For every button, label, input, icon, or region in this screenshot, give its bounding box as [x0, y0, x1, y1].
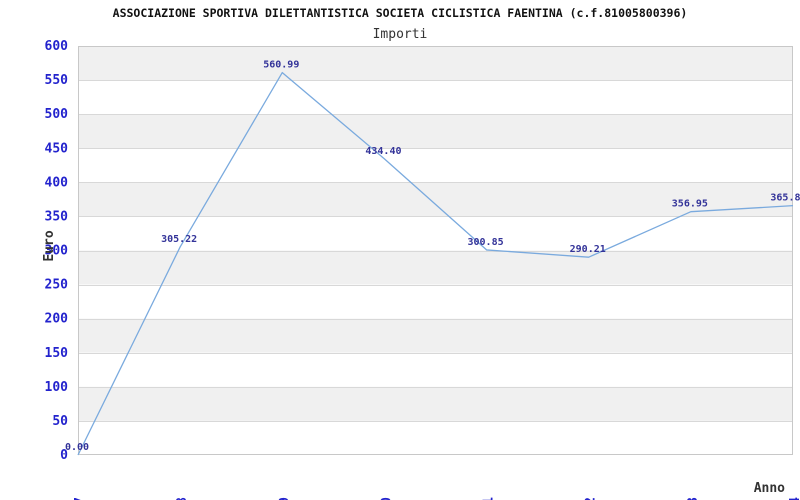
data-label: 290.21	[570, 244, 606, 255]
y-tick-label: 550	[45, 73, 69, 88]
data-label: 300.85	[468, 237, 504, 248]
plot-band	[78, 114, 793, 149]
x-tick-label: 2021	[482, 497, 497, 500]
y-tick-label: 350	[45, 209, 69, 224]
plot-band	[78, 284, 793, 319]
series-line	[77, 71, 794, 456]
plot-band	[78, 216, 793, 251]
y-tick-label: 250	[45, 278, 69, 293]
data-label: 305.22	[161, 234, 197, 245]
x-tick-label: 2023	[686, 497, 701, 500]
plot-band	[78, 148, 793, 183]
chart-subtitle: Importi	[372, 27, 428, 42]
y-tick-label: 100	[45, 380, 69, 395]
y-tick-label: 600	[45, 39, 69, 54]
plot-band	[78, 250, 793, 285]
y-tick-label: 400	[45, 175, 69, 190]
y-tick-label: 50	[52, 414, 68, 429]
plot-band	[78, 80, 793, 115]
chart-title: ASSOCIAZIONE SPORTIVA DILETTANTISTICA SO…	[112, 6, 688, 20]
y-tick-label: 450	[45, 141, 69, 156]
x-axis-title: Anno	[754, 481, 785, 496]
x-tick-label: 2024	[788, 497, 800, 500]
x-tick-label: 2019	[277, 497, 292, 500]
plot-band	[78, 386, 793, 421]
data-label: 365.8	[770, 193, 800, 204]
y-axis-title: Euro	[42, 230, 57, 261]
x-tick-label: 2022	[584, 497, 599, 500]
plot-band	[78, 420, 793, 455]
plot-border	[78, 46, 793, 455]
plot-band	[78, 46, 793, 81]
y-tick-label: 300	[45, 244, 69, 259]
plot-band	[78, 182, 793, 217]
data-label: 0.00	[65, 442, 89, 453]
data-label: 560.99	[263, 60, 299, 71]
x-tick-label: 2017	[73, 497, 88, 500]
y-tick-label: 0	[60, 448, 68, 463]
y-tick-label: 200	[45, 312, 69, 327]
y-tick-label: 500	[45, 107, 69, 122]
x-tick-label: 2020	[379, 497, 394, 500]
plot-band	[78, 352, 793, 387]
plot-band	[78, 318, 793, 353]
data-label: 356.95	[672, 199, 708, 210]
data-label: 434.40	[365, 146, 401, 157]
y-tick-label: 150	[45, 346, 69, 361]
x-tick-label: 2018	[175, 497, 190, 500]
